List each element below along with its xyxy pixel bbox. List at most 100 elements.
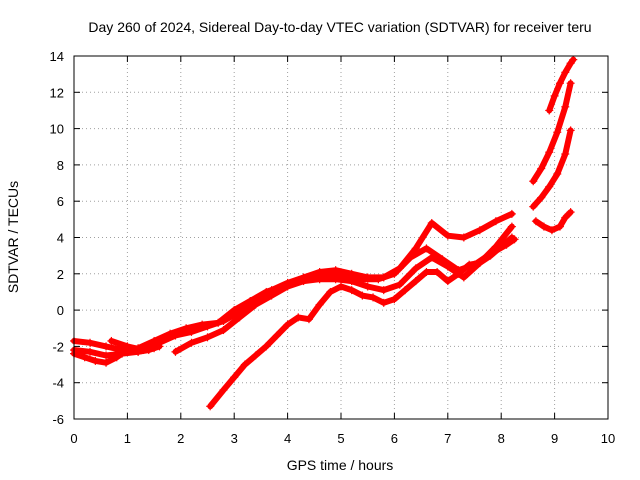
data-point	[155, 338, 164, 347]
data-series	[70, 55, 578, 411]
data-point	[545, 106, 554, 115]
data-point	[283, 282, 292, 291]
data-point	[539, 222, 548, 231]
x-tick-label: 8	[498, 431, 505, 446]
data-point	[566, 208, 575, 217]
data-point	[537, 164, 546, 173]
data-point	[315, 300, 324, 309]
data-point	[294, 313, 303, 322]
data-point	[443, 262, 452, 271]
x-tick-label: 2	[177, 431, 184, 446]
data-point	[267, 291, 276, 300]
series-arc-9	[532, 209, 574, 234]
data-point	[547, 226, 556, 235]
data-point	[459, 233, 468, 242]
data-point	[219, 385, 228, 394]
x-tick-label: 7	[444, 431, 451, 446]
data-point	[555, 222, 564, 231]
data-point	[561, 68, 570, 77]
data-point	[86, 338, 95, 347]
y-tick-label: 14	[50, 49, 64, 64]
y-tick-label: 12	[50, 85, 64, 100]
data-point	[347, 277, 356, 286]
data-point	[422, 244, 431, 253]
x-tick-label: 6	[391, 431, 398, 446]
data-point	[123, 342, 132, 351]
y-tick-label: -4	[52, 376, 64, 391]
data-point	[347, 269, 356, 278]
data-point	[219, 316, 228, 325]
data-point	[331, 275, 340, 284]
data-point	[529, 177, 538, 186]
data-point	[497, 242, 506, 251]
data-point	[187, 327, 196, 336]
data-point	[203, 322, 212, 331]
y-axis-label: SDTVAR / TECUs	[5, 181, 21, 293]
x-tick-label: 9	[551, 431, 558, 446]
data-point	[507, 233, 516, 242]
data-point	[569, 55, 578, 64]
x-tick-label: 3	[231, 431, 238, 446]
data-point	[171, 331, 180, 340]
data-point	[529, 202, 538, 211]
data-point	[395, 264, 404, 273]
data-point	[486, 251, 495, 260]
data-point	[433, 267, 442, 276]
data-point	[283, 320, 292, 329]
data-point	[107, 336, 116, 345]
data-point	[315, 275, 324, 284]
data-point	[230, 373, 239, 382]
grid-lines	[74, 56, 608, 419]
chart-title: Day 260 of 2024, Sidereal Day-to-day VTE…	[88, 19, 591, 35]
data-point	[422, 267, 431, 276]
data-point	[347, 286, 356, 295]
data-point	[171, 347, 180, 356]
data-point	[86, 347, 95, 356]
series-arc-8	[530, 127, 574, 210]
series-arc-5	[172, 223, 515, 355]
data-point	[331, 266, 340, 275]
data-point	[315, 267, 324, 276]
x-tick-label: 5	[337, 431, 344, 446]
data-point	[358, 291, 367, 300]
data-point	[561, 150, 570, 159]
data-point	[102, 351, 111, 360]
data-point	[299, 277, 308, 286]
data-point	[553, 128, 562, 137]
data-point	[411, 244, 420, 253]
x-tick-label: 4	[284, 431, 291, 446]
x-tick-label: 0	[70, 431, 77, 446]
x-tick-label: 10	[601, 431, 615, 446]
y-tick-label: 4	[57, 231, 64, 246]
data-point	[272, 331, 281, 340]
data-point	[139, 346, 148, 355]
data-point	[566, 126, 575, 135]
series-arc-7	[530, 80, 574, 185]
data-point	[206, 402, 215, 411]
data-point	[411, 277, 420, 286]
data-point	[545, 182, 554, 191]
data-point	[566, 79, 575, 88]
data-point	[337, 282, 345, 291]
data-point	[363, 273, 372, 282]
data-point	[553, 169, 562, 178]
data-point	[251, 351, 260, 360]
y-tick-label: -6	[52, 412, 64, 427]
data-point	[102, 358, 111, 367]
data-point	[427, 253, 436, 262]
y-tick-label: 10	[50, 122, 64, 137]
data-point	[507, 209, 516, 218]
series-arc-4	[108, 210, 515, 353]
data-point	[443, 277, 452, 286]
data-point	[203, 333, 212, 342]
data-point	[427, 218, 436, 227]
data-point	[401, 286, 410, 295]
data-point	[555, 79, 564, 88]
y-tick-label: 2	[57, 267, 64, 282]
data-point	[118, 349, 127, 358]
data-point	[507, 222, 516, 231]
data-point	[379, 298, 388, 307]
data-point	[454, 269, 463, 278]
data-point	[465, 260, 474, 269]
